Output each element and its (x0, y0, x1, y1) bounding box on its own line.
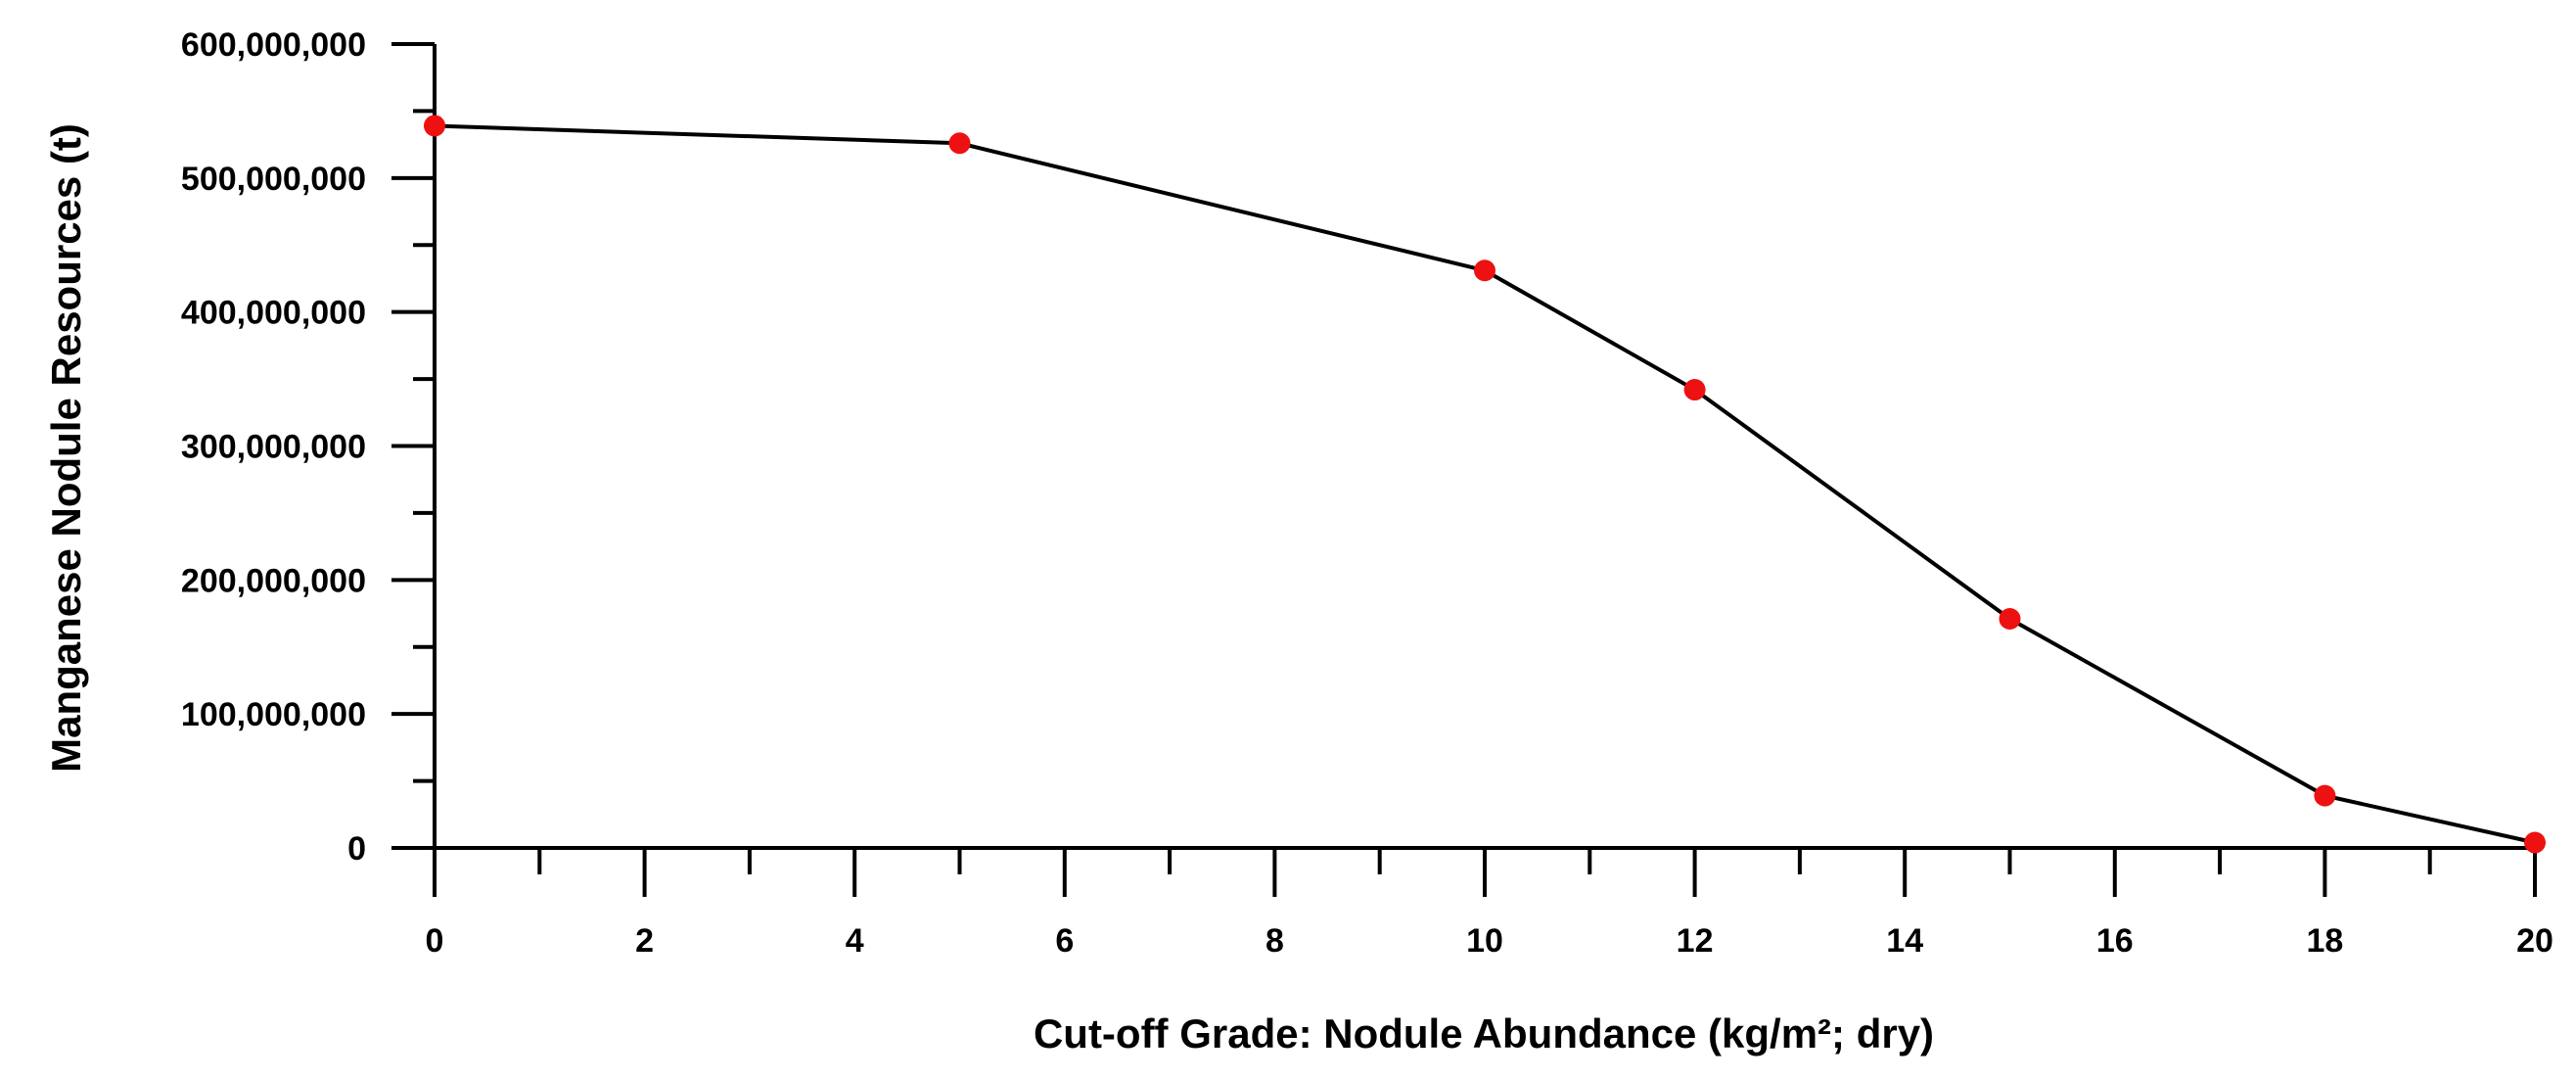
x-tick-label: 20 (2516, 922, 2553, 960)
y-tick-label: 300,000,000 (181, 429, 366, 466)
y-tick-label: 0 (347, 830, 366, 868)
x-tick-label: 4 (846, 922, 864, 960)
x-tick-label: 2 (635, 922, 654, 960)
x-tick-label: 6 (1055, 922, 1074, 960)
x-tick-label: 10 (1466, 922, 1503, 960)
x-tick-label: 14 (1886, 922, 1923, 960)
series-layer (424, 115, 2546, 854)
y-tick-label: 400,000,000 (181, 295, 366, 332)
x-tick-label: 16 (2096, 922, 2134, 960)
x-axis-title: Cut-off Grade: Nodule Abundance (kg/m²; … (1034, 1010, 1934, 1057)
y-tick-label: 500,000,000 (181, 161, 366, 198)
x-tick-label: 8 (1265, 922, 1284, 960)
series-line (434, 123, 2536, 845)
data-point (2524, 831, 2546, 854)
data-point (2314, 784, 2336, 807)
data-point (948, 132, 971, 155)
y-axis-title: Manganese Nodule Resources (t) (43, 123, 89, 773)
x-tick-label: 12 (1677, 922, 1714, 960)
y-tick-label: 600,000,000 (181, 26, 366, 64)
data-point (424, 115, 445, 137)
y-axis: 0 100,000,000 200,000,000 300,000,000 400,00… (181, 26, 437, 868)
x-tick-label: 18 (2306, 922, 2343, 960)
data-point (1683, 379, 1706, 401)
y-tick-label: 100,000,000 (181, 696, 366, 733)
x-tick-label: 0 (426, 922, 444, 960)
data-point (1474, 259, 1495, 282)
data-point (1999, 608, 2021, 631)
x-axis: 0 2 4 6 8 10 12 14 16 18 20 (426, 846, 2553, 960)
y-tick-label: 200,000,000 (181, 562, 366, 599)
